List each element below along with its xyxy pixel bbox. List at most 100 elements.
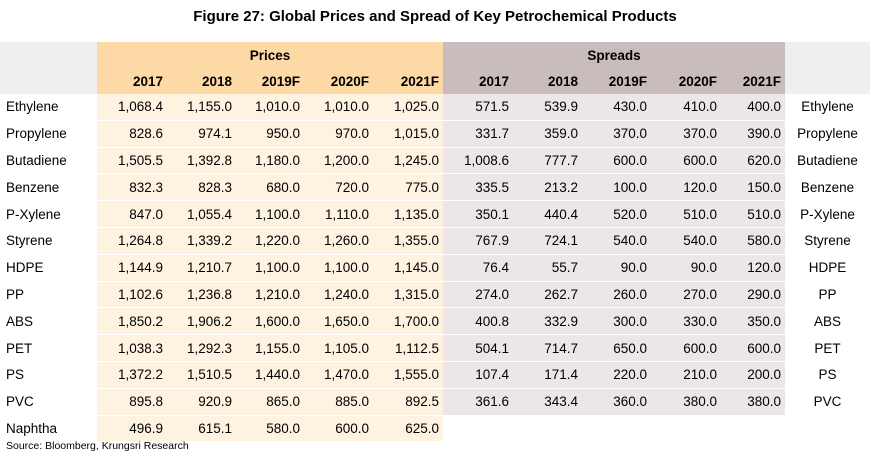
- price-cell: 1,236.8: [167, 281, 236, 309]
- price-cell: 1,264.8: [97, 227, 167, 255]
- product-label: Ethylene: [0, 94, 97, 121]
- price-cell: 1,068.4: [97, 94, 167, 121]
- price-cell: 1,440.0: [236, 361, 304, 389]
- price-cell: 1,510.5: [167, 361, 236, 389]
- spread-cell: 350.1: [443, 200, 513, 228]
- price-cell: 1,010.0: [304, 94, 373, 121]
- spread-cell: 330.0: [651, 307, 721, 336]
- year-header-blank-left: [0, 68, 97, 94]
- product-label-right: Propylene: [785, 120, 870, 148]
- product-label: Propylene: [0, 120, 97, 148]
- spread-cell: 650.0: [582, 334, 651, 362]
- product-label: HDPE: [0, 254, 97, 282]
- product-label: PS: [0, 361, 97, 389]
- product-label-right: Benzene: [785, 173, 870, 202]
- price-cell: 1,555.0: [373, 361, 443, 389]
- price-cell: 1,038.3: [97, 334, 167, 362]
- spread-cell: 274.0: [443, 281, 513, 309]
- price-cell: 1,210.0: [236, 281, 304, 309]
- spread-cell: 380.0: [651, 388, 721, 416]
- price-cell: 1,100.0: [304, 254, 373, 282]
- spreads-year-header: 2019F: [582, 68, 651, 94]
- price-cell: 950.0: [236, 120, 304, 148]
- price-cell: 1,355.0: [373, 227, 443, 255]
- spreads-year-header: 2021F: [721, 68, 785, 94]
- spread-cell: 370.0: [651, 120, 721, 148]
- spread-cell: 510.0: [721, 200, 785, 228]
- table-row: Styrene 1,264.8 1,339.2 1,220.0 1,260.0 1,355…: [0, 227, 870, 255]
- price-cell: 615.1: [167, 415, 236, 443]
- spread-cell: 600.0: [651, 334, 721, 362]
- spread-cell: 539.9: [513, 94, 582, 121]
- product-label-right: Styrene: [785, 227, 870, 255]
- spread-cell: 210.0: [651, 361, 721, 389]
- spread-cell: 540.0: [651, 227, 721, 255]
- product-label: Benzene: [0, 173, 97, 202]
- spread-cell: 540.0: [582, 227, 651, 255]
- empty-spread-area: [443, 415, 870, 443]
- price-cell: 828.3: [167, 173, 236, 202]
- price-cell: 1,155.0: [167, 94, 236, 121]
- product-label: Naphtha: [0, 415, 97, 443]
- price-cell: 580.0: [236, 415, 304, 443]
- price-cell: 1,220.0: [236, 227, 304, 255]
- spread-cell: 724.1: [513, 227, 582, 255]
- product-label-right: PET: [785, 334, 870, 362]
- spread-cell: 360.0: [582, 388, 651, 416]
- spread-cell: 390.0: [721, 120, 785, 148]
- product-label-right: PP: [785, 281, 870, 309]
- price-cell: 1,260.0: [304, 227, 373, 255]
- price-cell: 1,292.3: [167, 334, 236, 362]
- spread-cell: 410.0: [651, 94, 721, 121]
- price-cell: 1,339.2: [167, 227, 236, 255]
- spread-cell: 332.9: [513, 307, 582, 336]
- spread-cell: 600.0: [651, 147, 721, 175]
- price-cell: 1,906.2: [167, 307, 236, 336]
- spread-cell: 777.7: [513, 147, 582, 175]
- price-cell: 1,850.2: [97, 307, 167, 336]
- spread-cell: 1,008.6: [443, 147, 513, 175]
- spread-cell: 55.7: [513, 254, 582, 282]
- spread-cell: 107.4: [443, 361, 513, 389]
- price-cell: 1,470.0: [304, 361, 373, 389]
- table-row: PS 1,372.2 1,510.5 1,440.0 1,470.0 1,555.0 107…: [0, 361, 870, 389]
- product-label: PP: [0, 281, 97, 309]
- price-cell: 496.9: [97, 415, 167, 443]
- spread-cell: 510.0: [651, 200, 721, 228]
- spread-cell: 600.0: [721, 334, 785, 362]
- spread-cell: 260.0: [582, 281, 651, 309]
- price-cell: 920.9: [167, 388, 236, 416]
- price-cell: 600.0: [304, 415, 373, 443]
- spread-cell: 370.0: [582, 120, 651, 148]
- price-cell: 1,700.0: [373, 307, 443, 336]
- price-cell: 885.0: [304, 388, 373, 416]
- price-cell: 865.0: [236, 388, 304, 416]
- table-row: Naphtha 496.9 615.1 580.0 600.0 625.0: [0, 415, 870, 443]
- spread-cell: 380.0: [721, 388, 785, 416]
- table-row: PP 1,102.6 1,236.8 1,210.0 1,240.0 1,315.0 274…: [0, 281, 870, 309]
- prices-year-header: 2019F: [236, 68, 304, 94]
- price-cell: 1,102.6: [97, 281, 167, 309]
- product-label: P-Xylene: [0, 200, 97, 228]
- spread-cell: 100.0: [582, 173, 651, 202]
- group-header-row: Prices Spreads: [0, 42, 870, 68]
- price-cell: 892.5: [373, 388, 443, 416]
- spread-cell: 290.0: [721, 281, 785, 309]
- spread-cell: 90.0: [651, 254, 721, 282]
- table-row: P-Xylene 847.0 1,055.4 1,100.0 1,110.0 1,135.…: [0, 200, 870, 228]
- product-label: PET: [0, 334, 97, 362]
- spread-cell: 400.8: [443, 307, 513, 336]
- spread-cell: 350.0: [721, 307, 785, 336]
- product-label-right: P-Xylene: [785, 200, 870, 228]
- prices-year-header: 2020F: [304, 68, 373, 94]
- prices-year-header: 2017: [97, 68, 167, 94]
- price-cell: 1,505.5: [97, 147, 167, 175]
- price-cell: 1,100.0: [236, 254, 304, 282]
- spread-cell: 714.7: [513, 334, 582, 362]
- product-label: PVC: [0, 388, 97, 416]
- price-cell: 1,015.0: [373, 120, 443, 148]
- price-cell: 970.0: [304, 120, 373, 148]
- spread-cell: 150.0: [721, 173, 785, 202]
- spread-cell: 504.1: [443, 334, 513, 362]
- year-header-row: 2017 2018 2019F 2020F 2021F 2017 2018 20…: [0, 68, 870, 94]
